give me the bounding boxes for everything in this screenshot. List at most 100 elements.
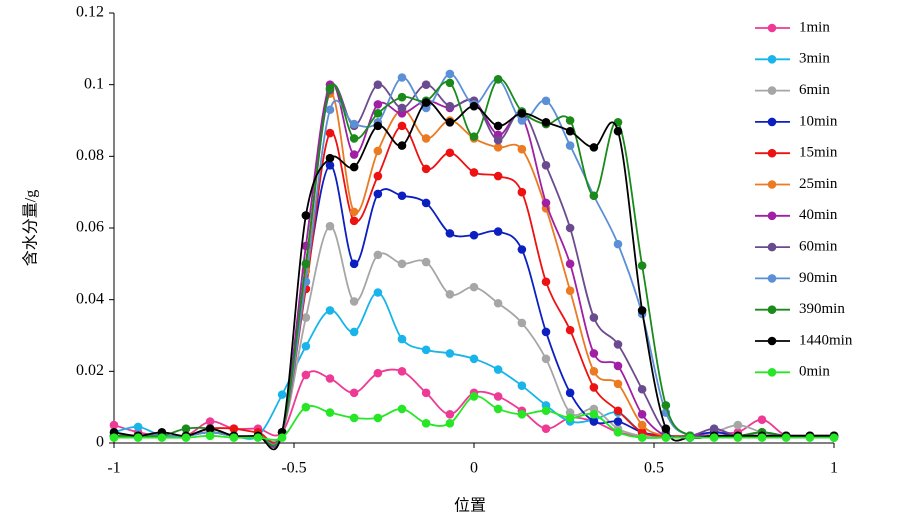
- data-point: [829, 433, 839, 442]
- series-line: [113, 368, 834, 438]
- data-point: [397, 259, 407, 269]
- data-point: [709, 433, 719, 442]
- data-point: [421, 164, 431, 174]
- legend-marker: [767, 117, 777, 127]
- data-point: [517, 187, 527, 197]
- data-point: [301, 211, 311, 220]
- series-line: [114, 225, 834, 443]
- legend-label: 3min: [799, 51, 830, 67]
- data-point: [325, 221, 335, 231]
- data-point: [565, 325, 575, 335]
- data-point: [493, 143, 503, 152]
- data-point: [661, 401, 671, 410]
- data-point: [421, 198, 431, 208]
- data-point: [493, 365, 503, 374]
- data-point: [613, 340, 623, 349]
- data-point: [373, 100, 383, 109]
- data-point: [469, 132, 479, 141]
- data-point: [709, 424, 719, 433]
- data-point: [613, 239, 623, 249]
- data-point: [661, 424, 671, 433]
- data-point: [109, 420, 119, 430]
- x-tick-label: 0.5: [644, 460, 664, 477]
- data-point: [565, 126, 575, 136]
- x-tick-label: -0.5: [281, 460, 306, 477]
- data-point: [421, 257, 431, 267]
- data-point: [541, 96, 551, 106]
- data-point: [349, 259, 359, 269]
- data-point: [469, 168, 479, 177]
- data-point: [493, 227, 503, 236]
- data-point: [565, 413, 575, 423]
- data-point: [517, 318, 527, 328]
- data-point: [349, 216, 359, 226]
- data-point: [397, 191, 407, 201]
- data-point: [349, 150, 359, 159]
- data-point: [733, 420, 743, 430]
- data-point: [157, 433, 167, 442]
- data-point: [277, 390, 287, 399]
- data-point: [589, 191, 599, 201]
- data-point: [565, 259, 575, 269]
- data-point: [565, 116, 575, 125]
- data-point: [637, 433, 647, 442]
- legend-label: 90min: [799, 270, 838, 286]
- data-point: [445, 117, 455, 127]
- data-point: [469, 354, 479, 364]
- data-point: [589, 410, 599, 419]
- data-point: [325, 128, 335, 138]
- data-point: [733, 433, 743, 442]
- data-point: [397, 121, 407, 131]
- data-point: [685, 433, 695, 442]
- y-tick-label: 0.02: [76, 362, 104, 379]
- legend-label: 1min: [799, 19, 830, 35]
- data-point: [373, 288, 383, 297]
- legend-marker: [767, 86, 777, 95]
- data-point: [373, 146, 383, 156]
- data-point: [469, 282, 479, 292]
- data-point: [613, 417, 623, 426]
- data-point: [325, 153, 335, 163]
- legend-marker: [767, 148, 777, 158]
- data-point: [397, 367, 407, 376]
- legend-label: 390min: [799, 301, 845, 317]
- data-point: [589, 383, 599, 392]
- data-point: [541, 424, 551, 433]
- y-tick-label: 0.04: [76, 290, 104, 307]
- data-point: [181, 424, 191, 433]
- data-point: [589, 367, 599, 376]
- x-tick-label: 1: [830, 460, 838, 477]
- data-point: [421, 80, 431, 89]
- data-point: [181, 433, 191, 442]
- data-point: [541, 198, 551, 208]
- data-point: [541, 160, 551, 170]
- series-line: [114, 164, 834, 446]
- data-point: [637, 306, 647, 315]
- data-point: [565, 223, 575, 233]
- data-point: [445, 101, 455, 111]
- legend-marker: [767, 55, 777, 64]
- data-point: [661, 433, 671, 442]
- legend-marker: [767, 336, 777, 346]
- data-point: [421, 345, 431, 355]
- data-point: [349, 413, 359, 423]
- data-point: [613, 406, 623, 416]
- data-point: [301, 341, 311, 351]
- x-axis-label: 位置: [454, 497, 486, 515]
- data-point: [493, 135, 503, 145]
- data-point: [421, 98, 431, 107]
- data-point: [445, 410, 455, 419]
- data-point: [517, 381, 527, 390]
- data-point: [205, 431, 215, 441]
- legend-label: 0min: [799, 364, 830, 380]
- data-point: [613, 126, 623, 136]
- data-point: [445, 69, 455, 79]
- data-point: [493, 404, 503, 414]
- data-point: [517, 245, 527, 254]
- data-point: [613, 361, 623, 371]
- legend-label: 1440min: [799, 332, 853, 348]
- data-point: [205, 424, 215, 433]
- data-point: [637, 420, 647, 430]
- data-point: [541, 406, 551, 416]
- data-point: [493, 121, 503, 131]
